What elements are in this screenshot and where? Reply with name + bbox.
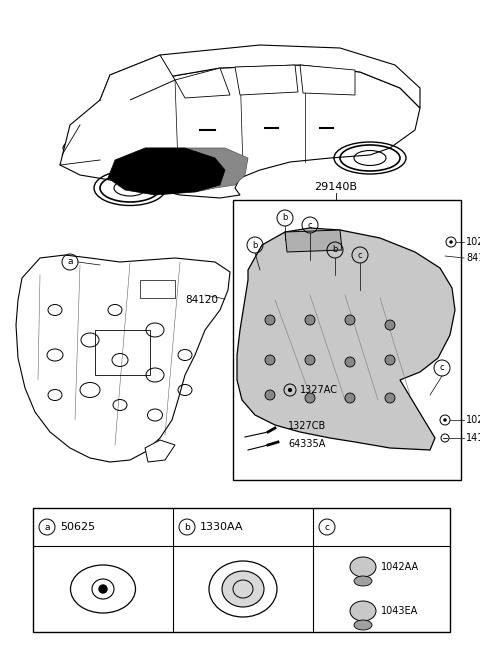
Text: b: b	[332, 245, 338, 255]
Ellipse shape	[222, 571, 264, 607]
Circle shape	[385, 320, 395, 330]
Text: c: c	[440, 363, 444, 373]
Text: 64335A: 64335A	[288, 439, 325, 449]
Text: c: c	[308, 220, 312, 230]
Circle shape	[449, 240, 453, 244]
Text: 29140B: 29140B	[314, 182, 357, 192]
Polygon shape	[60, 65, 420, 198]
Circle shape	[345, 393, 355, 403]
Circle shape	[99, 585, 107, 593]
Ellipse shape	[350, 557, 376, 577]
Text: a: a	[67, 258, 73, 266]
Text: 84120: 84120	[185, 295, 218, 305]
Text: 1327CB: 1327CB	[288, 421, 326, 431]
Circle shape	[443, 419, 447, 422]
Circle shape	[385, 393, 395, 403]
Polygon shape	[108, 148, 225, 195]
Bar	[233, 200, 461, 480]
Text: 1042AA: 1042AA	[381, 562, 419, 572]
Circle shape	[265, 390, 275, 400]
Text: 1025DB: 1025DB	[466, 237, 480, 247]
Polygon shape	[355, 120, 375, 133]
Ellipse shape	[354, 576, 372, 586]
Text: a: a	[44, 522, 50, 531]
Text: 84195H: 84195H	[466, 253, 480, 263]
Text: 50625: 50625	[60, 522, 95, 532]
Text: 1327AC: 1327AC	[300, 385, 338, 395]
Polygon shape	[285, 230, 342, 252]
Ellipse shape	[354, 620, 372, 630]
Polygon shape	[175, 68, 230, 98]
Polygon shape	[145, 440, 175, 462]
Polygon shape	[145, 148, 248, 192]
Ellipse shape	[350, 601, 376, 621]
Polygon shape	[300, 65, 355, 95]
Polygon shape	[237, 228, 455, 450]
Polygon shape	[100, 55, 175, 100]
Polygon shape	[16, 255, 230, 462]
Text: c: c	[324, 522, 329, 531]
Text: 1416RD: 1416RD	[466, 433, 480, 443]
Bar	[140, 280, 175, 298]
Bar	[95, 330, 150, 375]
Text: b: b	[252, 241, 258, 249]
Text: 1330AA: 1330AA	[200, 522, 243, 532]
Polygon shape	[100, 45, 420, 108]
Circle shape	[345, 357, 355, 367]
Circle shape	[345, 315, 355, 325]
Circle shape	[385, 355, 395, 365]
Text: 1025DB: 1025DB	[466, 415, 480, 425]
Text: 1043EA: 1043EA	[381, 606, 418, 616]
Text: c: c	[358, 251, 362, 260]
Circle shape	[265, 355, 275, 365]
Circle shape	[305, 355, 315, 365]
Circle shape	[305, 315, 315, 325]
Circle shape	[305, 393, 315, 403]
Polygon shape	[235, 65, 298, 95]
Circle shape	[265, 315, 275, 325]
Circle shape	[288, 388, 292, 392]
Bar	[33, 508, 450, 632]
Text: b: b	[282, 213, 288, 222]
Text: b: b	[184, 522, 190, 531]
